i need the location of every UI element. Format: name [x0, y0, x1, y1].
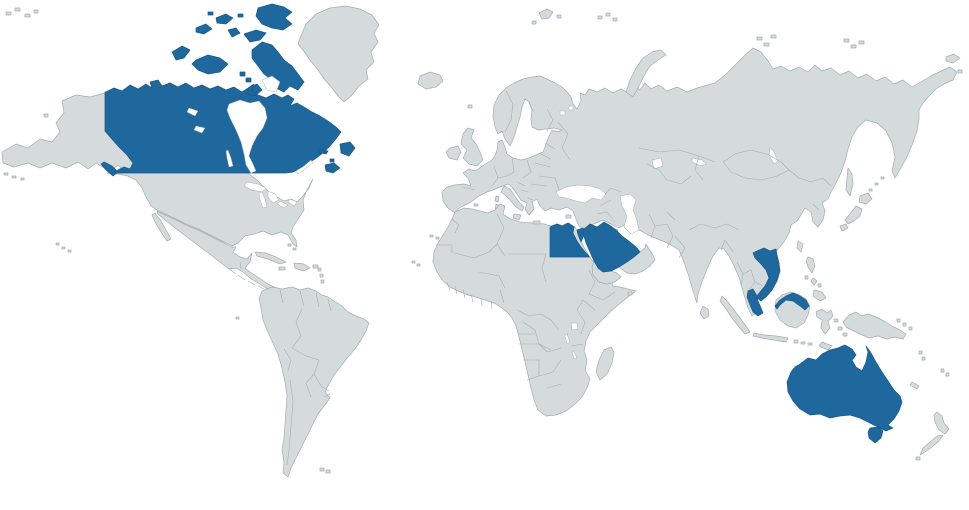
country-new-guinea[interactable] [843, 312, 906, 339]
country-taiwan[interactable] [797, 241, 803, 252]
country-philippines[interactable] [805, 257, 826, 301]
water-hudson-bay [227, 100, 267, 173]
borders-americas [228, 262, 331, 465]
country-united-kingdom[interactable] [461, 128, 483, 166]
country-caribbean-islands[interactable] [255, 244, 324, 283]
water-aral-sea [652, 158, 663, 169]
country-malaysia[interactable] [747, 289, 809, 316]
borders-africa-europe [436, 91, 615, 388]
country-sakhalin[interactable] [846, 168, 853, 196]
country-arctic-islands[interactable] [6, 8, 962, 97]
country-pacific-islands[interactable] [869, 177, 949, 389]
water-ladoga-onega [560, 106, 573, 115]
water-lake-balkhash [692, 158, 706, 166]
water-st-lawrence [296, 160, 313, 174]
country-canada[interactable] [101, 4, 355, 176]
water-great-slave-lake [194, 126, 205, 133]
water-caspian-sea [620, 194, 639, 234]
country-egypt[interactable] [550, 223, 589, 257]
country-iceland[interactable] [418, 72, 443, 89]
water-lake-baikal [769, 147, 778, 164]
water-great-lakes [244, 182, 297, 208]
country-madagascar[interactable] [596, 347, 614, 380]
water-lake-winnipeg [226, 150, 233, 167]
country-greenland[interactable] [298, 6, 379, 102]
water-african-lakes [565, 323, 578, 359]
country-japan[interactable] [840, 193, 872, 231]
country-australia[interactable] [787, 345, 902, 443]
country-ireland[interactable] [446, 146, 461, 160]
country-small-islands[interactable] [56, 105, 632, 473]
country-italy[interactable] [495, 186, 524, 220]
country-vietnam[interactable] [753, 248, 780, 301]
borders-asia [597, 148, 831, 290]
water-foxe-basin [262, 76, 280, 92]
country-new-zealand[interactable] [916, 412, 949, 460]
country-sri-lanka[interactable] [700, 306, 709, 319]
water-black-sea [556, 185, 606, 203]
country-indonesia[interactable] [720, 292, 847, 350]
country-mexico-central-america[interactable] [152, 211, 284, 294]
country-south-america[interactable] [259, 287, 369, 477]
country-saudi-arabia[interactable] [583, 222, 640, 272]
water-great-bear-lake [187, 108, 198, 116]
